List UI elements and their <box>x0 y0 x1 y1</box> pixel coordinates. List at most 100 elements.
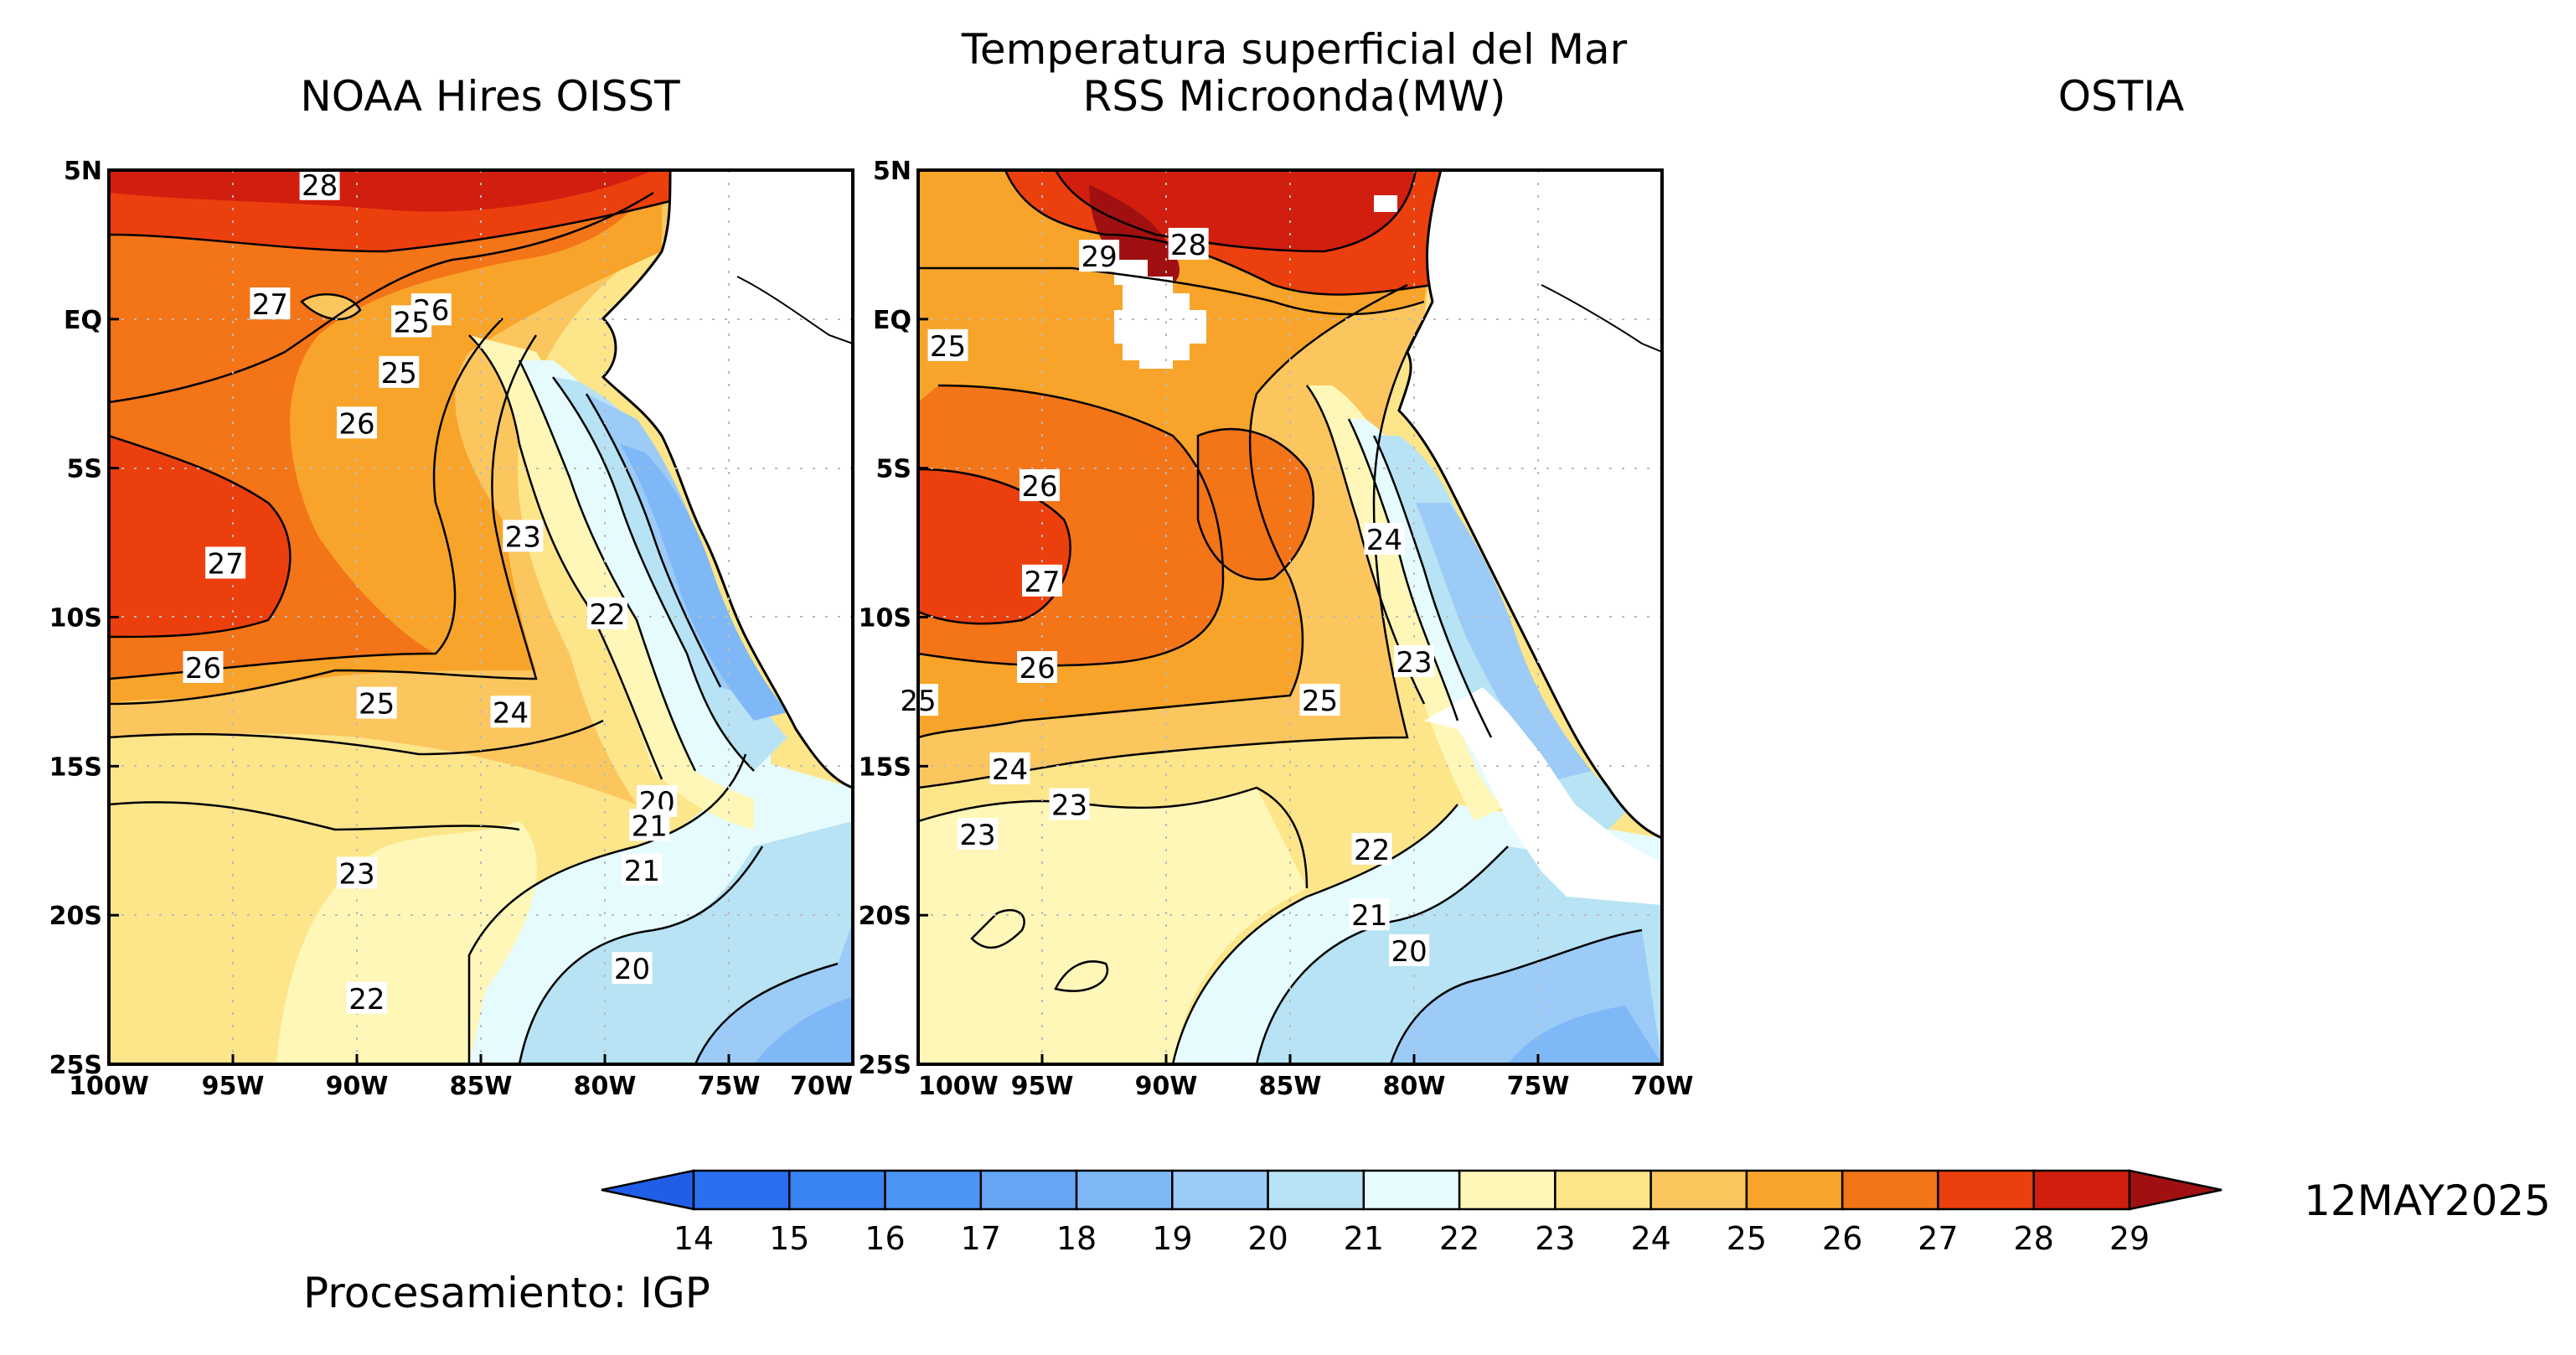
svg-text:26: 26 <box>1019 652 1055 685</box>
lat-tick-label: EQ <box>64 306 102 335</box>
colorbar: 14 15 16 17 18 19 20 21 22 23 24 25 26 27 28 29 <box>601 1169 2222 1257</box>
svg-text:25: 25 <box>359 688 395 721</box>
lat-tick-label: 5S <box>67 455 102 484</box>
colorbar-segment <box>788 1169 886 1211</box>
panel1-title: NOAA Hires OISST <box>300 72 680 121</box>
panel1-contour-labels: 282726252526272322262524202121232022 <box>183 168 678 1016</box>
colorbar-tick-label: 19 <box>1152 1220 1192 1257</box>
lon-tick-label: 75W <box>698 1072 761 1101</box>
contour-label: 26 <box>1017 650 1058 685</box>
lat-tick-label: 10S <box>49 604 102 634</box>
contour-label: 25 <box>391 305 432 339</box>
colorbar-tick-label: 23 <box>1535 1220 1575 1257</box>
colorbar-tick-label: 14 <box>674 1220 714 1257</box>
colorbar-tick-label: 20 <box>1247 1220 1288 1257</box>
svg-text:25: 25 <box>393 306 429 339</box>
svg-text:28: 28 <box>302 169 338 203</box>
svg-text:25: 25 <box>1302 685 1338 718</box>
colorbar-tick-label: 16 <box>865 1220 905 1257</box>
contour-label: 21 <box>1349 898 1390 933</box>
svg-text:24: 24 <box>992 753 1028 787</box>
contour-label: 23 <box>503 520 544 554</box>
svg-text:25: 25 <box>930 330 966 364</box>
colorbar-tick-label: 21 <box>1344 1220 1384 1257</box>
lat-tick-label: 5S <box>876 455 911 484</box>
lon-tick-label: 70W <box>1631 1072 1694 1101</box>
svg-text:22: 22 <box>589 598 625 632</box>
contour-label: 27 <box>250 287 291 322</box>
contour-label: 22 <box>1351 832 1392 867</box>
lat-tick-label: 15S <box>859 752 911 782</box>
colorbar-tick-label: 24 <box>1630 1220 1670 1257</box>
svg-text:22: 22 <box>1354 834 1390 867</box>
colorbar-segment <box>692 1169 791 1211</box>
svg-text:23: 23 <box>1396 646 1432 680</box>
colorbar-segment <box>1937 1169 2035 1211</box>
colorbar-segment <box>1075 1169 1174 1211</box>
figure-title: Temperatura superficial del Mar <box>961 25 1628 74</box>
contour-label: 24 <box>1364 523 1405 557</box>
svg-text:27: 27 <box>252 288 288 322</box>
colorbar-tick-label: 18 <box>1056 1220 1097 1257</box>
lat-tick-label: EQ <box>873 306 911 335</box>
colorbar-segment <box>884 1169 983 1211</box>
colorbar-segment <box>2032 1169 2131 1211</box>
panel1-map: 282726252526272322262524202121232022 5NE… <box>49 157 854 1101</box>
processing-credit: Procesamiento: IGP <box>303 1269 710 1317</box>
lat-tick-label: 5N <box>64 157 102 186</box>
contour-label: 21 <box>622 853 663 888</box>
svg-text:23: 23 <box>338 857 374 891</box>
svg-text:23: 23 <box>959 819 995 852</box>
colorbar-under-arrow <box>601 1169 695 1211</box>
colorbar-tick-label: 27 <box>1918 1220 1958 1257</box>
contour-label: 25 <box>356 686 397 721</box>
colorbar-segment <box>1267 1169 1365 1211</box>
colorbar-segment <box>1840 1169 1939 1211</box>
contour-label: 25 <box>1299 684 1340 718</box>
panel1-sst-field <box>109 170 853 1064</box>
contour-label: 25 <box>379 355 420 390</box>
contour-label: 28 <box>299 168 340 203</box>
svg-text:27: 27 <box>1024 566 1060 599</box>
contour-label: 26 <box>337 406 377 441</box>
colorbar-segment <box>1649 1169 1748 1211</box>
contour-label: 27 <box>205 546 246 581</box>
contour-label: 24 <box>989 752 1030 787</box>
colorbar-segment <box>1171 1169 1269 1211</box>
contour-label: 21 <box>629 809 670 843</box>
contour-label: 23 <box>1394 644 1434 680</box>
svg-text:21: 21 <box>624 855 660 888</box>
lon-tick-label: 100W <box>69 1072 149 1101</box>
lat-tick-label: 10S <box>859 604 911 634</box>
lon-tick-label: 80W <box>574 1072 637 1101</box>
lon-tick-label: 85W <box>1259 1072 1322 1101</box>
lat-tick-label: 20S <box>49 902 102 931</box>
svg-text:23: 23 <box>505 520 541 554</box>
contour-label: 23 <box>337 856 377 891</box>
svg-text:26: 26 <box>185 652 221 685</box>
lon-tick-label: 100W <box>918 1072 999 1101</box>
contour-label: 22 <box>586 597 627 632</box>
lon-tick-label: 70W <box>790 1072 853 1101</box>
lat-tick-label: 25S <box>859 1051 911 1080</box>
contour-label: 26 <box>183 650 224 685</box>
colorbar-segment <box>979 1169 1078 1211</box>
svg-text:21: 21 <box>632 809 668 843</box>
svg-text:29: 29 <box>1081 240 1117 274</box>
colorbar-segment <box>1458 1169 1556 1211</box>
contour-label: 23 <box>1049 788 1090 823</box>
colorbar-segment <box>1362 1169 1461 1211</box>
svg-text:26: 26 <box>338 407 374 441</box>
lon-tick-label: 75W <box>1507 1072 1570 1101</box>
svg-text:28: 28 <box>1170 229 1206 262</box>
lat-tick-label: 15S <box>49 752 102 782</box>
contour-label: 23 <box>958 818 999 852</box>
colorbar-tick-label: 29 <box>2109 1220 2150 1257</box>
lon-tick-label: 85W <box>450 1072 513 1101</box>
colorbar-segment <box>1745 1169 1844 1211</box>
colorbar-tick-label: 25 <box>1727 1220 1767 1257</box>
date-label: 12MAY2025 <box>2304 1177 2551 1225</box>
